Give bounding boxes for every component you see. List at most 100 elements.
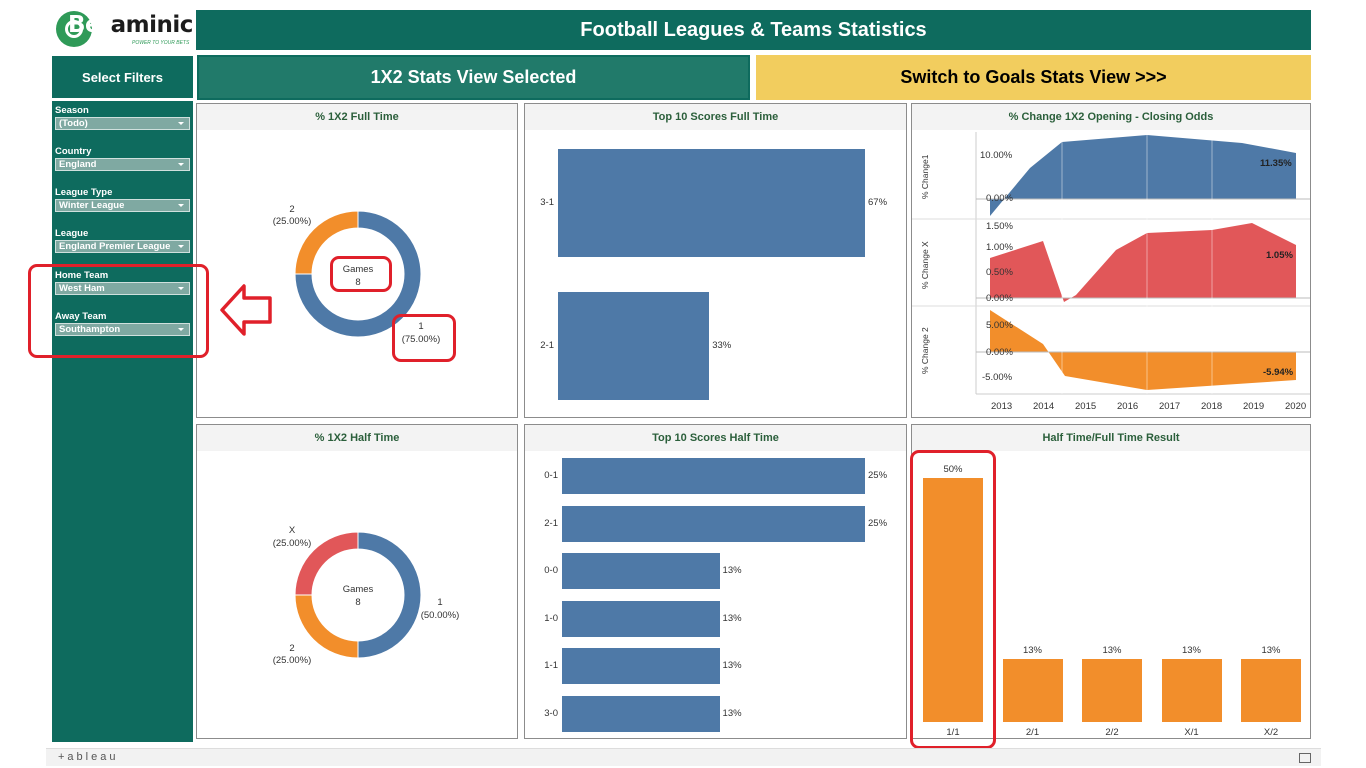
ht-1x2-title: % 1X2 Half Time [197,425,517,451]
ft-scores-value-label: 67% [868,197,888,208]
ht-scores-bar-1-1[interactable] [562,648,720,685]
ft-slice-2-name: 2 [289,204,295,215]
ht-1x2-donut-chart [294,531,422,659]
odds-year-2018: 2018 [1201,401,1223,412]
odds-row1-end-label: 11.35% [1260,158,1292,169]
season-filter-label: Season [55,105,89,116]
season-dropdown[interactable]: (Todo) [55,117,190,130]
fullscreen-icon[interactable] [1299,753,1311,763]
home-team-dropdown[interactable]: West Ham [55,282,190,295]
odds-row3-tick-2: -5.00% [982,372,1013,383]
chevron-down-icon [178,245,184,248]
away-team-dropdown[interactable]: Southampton [55,323,190,336]
odds-area-row-2[interactable] [990,223,1296,302]
betaminic-logo[interactable]: Betaminic POWER TO YOUR BETS [52,8,193,52]
switch-goals-view-button[interactable]: Switch to Goals Stats View >>> [756,55,1311,100]
ft-games-highlight [330,256,392,292]
ft-center-value: 8 [355,277,361,288]
1x2-stats-view-button[interactable]: 1X2 Stats View Selected [197,55,750,100]
ft-scores-bar-3-1[interactable] [558,149,865,257]
away-team-value: Southampton [59,324,121,335]
htft-value-label: 50% [943,464,963,475]
ht-scores-category-label: 1-1 [544,660,558,672]
ft-scores-bar-2-1[interactable] [558,292,710,400]
ht-scores-category-label: 0-1 [544,470,558,481]
home-team-filter-label: Home Team [55,270,109,281]
odds-year-2015: 2015 [1075,401,1097,412]
ft-donut-slices [294,210,422,338]
htft-category-label: 2/1 [1025,727,1040,738]
htft-title: Half Time/Full Time Result [912,425,1310,451]
chevron-down-icon [178,287,184,290]
chevron-down-icon [178,204,184,207]
ht-center-value: 8 [355,597,361,608]
ht-slice-2-name: 2 [289,643,295,654]
tableau-footer: +ableau [46,748,1321,766]
htft-panel: Half Time/Full Time Result 50% 1/1 13% 2/1 1… [911,424,1311,739]
odds-change-area-chart [912,132,1310,395]
ht-slice-x-pct: (25.00%) [272,538,312,549]
country-filter-label: Country [55,146,92,157]
odds-area-row-1[interactable] [990,135,1296,216]
odds-area-row-3[interactable] [990,310,1296,390]
ht-scores-bar-3-0[interactable] [562,696,720,732]
logo-ball-icon [56,11,92,47]
ht-scores-category-label: 2-1 [544,517,558,529]
odds-change-panel: % Change 1X2 Opening - Closing Odds 10.0… [911,103,1311,418]
ht-slice-2-pct: (25.00%) [272,655,312,666]
ft-scores-category-label: 2-1 [540,340,554,351]
htft-bar-2/2[interactable] [1082,658,1142,722]
htft-category-label: 2/2 [1105,727,1119,738]
ht-scores-bar-0-1[interactable] [562,458,865,494]
ht-scores-category-label: 3-0 [544,708,558,719]
ht-scores-value-label: 13% [722,660,742,672]
odds-year-2014: 2014 [1033,401,1055,412]
league-type-dropdown[interactable]: Winter League [55,199,190,212]
tableau-logo[interactable]: +ableau [58,751,119,763]
ht-slice-X[interactable] [294,531,359,596]
htft-1-1-highlight [910,450,996,749]
htft-bar-X/2[interactable] [1241,658,1301,722]
ft-center-label: Games [342,264,374,275]
filters-sidebar: Season (Todo) Country England League Typ… [52,101,193,742]
htft-value-label: 13% [1261,644,1281,656]
htft-category-label: X/1 [1184,727,1199,738]
season-value: (Todo) [59,118,88,129]
ht-scores-bar-1-0[interactable] [562,600,720,637]
chevron-down-icon [178,163,184,166]
arrow-left-icon [220,284,272,336]
htft-category-label: X/2 [1263,727,1279,738]
htft-value-label: 13% [1181,644,1201,656]
odds-row3-tick-1: 0.00% [986,347,1013,358]
htft-value-label: 13% [1022,644,1042,656]
ft-slice-1-name: 1 [418,321,424,332]
ft-slice-2-pct: (25.00%) [272,216,312,227]
ft-slice-2[interactable] [294,210,359,275]
odds-row3-ylabel: % Change 2 [920,327,930,374]
league-type-value: Winter League [59,200,125,211]
ht-center-label: Games [342,584,374,595]
odds-row2-tick-1: 1.00% [986,242,1013,253]
league-dropdown[interactable]: England Premier League [55,240,190,253]
ht-scores-category-label: 0-0 [544,565,558,577]
ht-scores-value-label: 25% [868,517,888,529]
ht-slice-1-name: 1 [437,597,443,608]
ht-scores-bar-0-0[interactable] [562,553,720,590]
odds-year-2017: 2017 [1159,401,1181,412]
htft-bar-2/1[interactable] [1002,658,1063,722]
country-dropdown[interactable]: England [55,158,190,171]
ft-scores-category-label: 3-1 [540,197,554,208]
htft-bar-X/1[interactable] [1161,658,1222,722]
odds-row1-tick-0: 10.00% [980,150,1013,161]
odds-row2-tick-3: 0.00% [986,293,1013,304]
ht-slice-1-pct: (50.00%) [420,610,460,621]
ht-scores-bar-2-1[interactable] [562,505,865,542]
league-type-filter-label: League Type [55,187,113,198]
ft-slice-1[interactable] [294,210,422,338]
ft-1x2-donut-chart [294,210,422,338]
htft-bar-1/1[interactable] [923,478,983,722]
ht-scores-value-label: 13% [722,565,742,577]
ht-scores-panel: Top 10 Scores Half Time 0-1 25% 2-1 25% 0-0 1… [524,424,907,739]
odds-year-2020: 2020 [1285,401,1307,412]
